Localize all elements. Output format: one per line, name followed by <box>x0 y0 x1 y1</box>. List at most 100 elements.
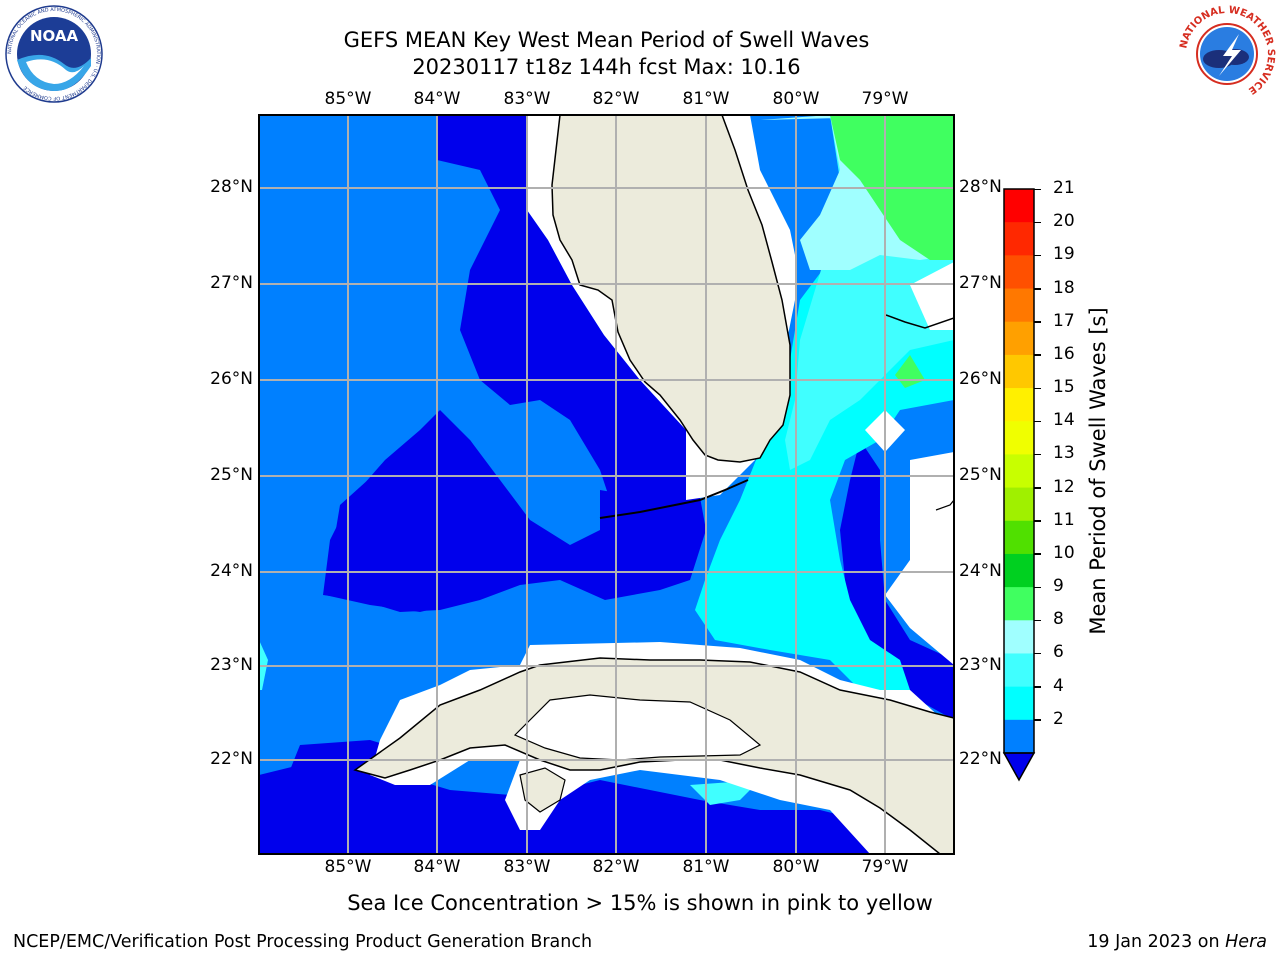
land-andros <box>935 499 954 511</box>
chart-title-line1: GEFS MEAN Key West Mean Period of Swell … <box>343 28 870 52</box>
colorbar-tick-mark <box>1034 387 1041 390</box>
lon-label-bottom: 82°W <box>592 857 640 877</box>
colorbar-band <box>1004 686 1034 721</box>
lat-label-left: 24°N <box>210 561 253 581</box>
lon-label-top: 81°W <box>682 89 730 109</box>
colorbar-tick-label: 17 <box>1053 310 1075 331</box>
lat-label-right: 24°N <box>959 561 1002 581</box>
map-gridlines <box>259 115 954 854</box>
land-keys <box>599 479 749 519</box>
colorbar <box>1002 188 1036 782</box>
colorbar-tick-label: 8 <box>1053 609 1064 630</box>
colorbar-tick-label: 20 <box>1053 211 1075 232</box>
lat-label-left: 27°N <box>210 273 253 293</box>
colorbar-band <box>1004 189 1034 223</box>
colorbar-tick-mark <box>1034 520 1041 522</box>
colorbar-tick-label: 6 <box>1053 642 1064 663</box>
lon-label-bottom: 80°W <box>772 857 820 877</box>
lon-label-bottom: 85°W <box>324 857 372 877</box>
nodata-bahamas-grand <box>910 262 954 330</box>
colorbar-tick-label: 18 <box>1053 277 1075 298</box>
lon-label-top: 79°W <box>861 89 909 109</box>
colorbar-band <box>1004 719 1034 754</box>
land-isla-juventud <box>519 767 566 813</box>
colorbar-tick-mark <box>1034 619 1041 622</box>
colorbar-tick-label: 15 <box>1053 377 1075 398</box>
lat-label-right: 26°N <box>959 369 1002 389</box>
colorbar-tick-mark <box>1034 221 1041 224</box>
colorbar-band <box>1004 653 1034 688</box>
land-cuba-interior <box>513 694 762 761</box>
colorbar-tick-mark <box>1034 586 1041 589</box>
chart-title-line2: 20230117 t18z 144h fcst Max: 10.16 <box>412 55 801 79</box>
colorbar-tick-mark <box>1034 354 1041 356</box>
colorbar-band <box>1004 587 1034 621</box>
colorbar-tick-mark <box>1034 321 1041 323</box>
lon-label-top: 84°W <box>413 89 461 109</box>
colorbar-band <box>1004 388 1034 422</box>
colorbar-tick-label: 12 <box>1053 476 1075 497</box>
colorbar-tick-label: 4 <box>1053 675 1064 696</box>
lon-label-top: 82°W <box>592 89 640 109</box>
colorbar-tick-label: 16 <box>1053 343 1075 364</box>
colorbar-tick-mark <box>1034 453 1041 456</box>
colorbar-tick-mark <box>1034 686 1041 688</box>
colorbar-tick-mark <box>1034 188 1041 190</box>
colorbar-band <box>1004 454 1034 489</box>
colorbar-tick-label: 13 <box>1053 443 1075 464</box>
map-frame <box>258 114 955 855</box>
colorbar-tick-mark <box>1034 288 1041 290</box>
colorbar-band <box>1004 421 1034 455</box>
colorbar-tick-mark <box>1034 420 1041 423</box>
sea-ice-note: Sea Ice Concentration > 15% is shown in … <box>347 891 933 915</box>
swell-under2-gulf-patch <box>325 425 540 612</box>
noaa-logo: NOAA NATIONAL OCEANIC AND ATMOSPHERIC AD… <box>5 5 103 103</box>
colorbar-tick-mark <box>1034 254 1041 257</box>
lat-label-left: 25°N <box>210 465 253 485</box>
lat-label-left: 23°N <box>210 655 253 675</box>
lat-label-left: 22°N <box>210 749 253 769</box>
colorbar-tick-label: 10 <box>1053 542 1075 563</box>
lon-label-top: 83°W <box>503 89 551 109</box>
colorbar-band <box>1004 288 1034 323</box>
colorbar-tick-mark <box>1034 553 1041 555</box>
noaa-logo-text: NOAA <box>30 27 79 45</box>
colorbar-under-arrow <box>1002 752 1036 782</box>
colorbar-tick-mark <box>1034 652 1041 655</box>
nws-logo: NATIONAL WEATHER SERVICE <box>1178 5 1276 102</box>
colorbar-band <box>1004 255 1034 290</box>
lon-label-bottom: 81°W <box>682 857 730 877</box>
lon-label-bottom: 83°W <box>503 857 551 877</box>
land-grand-bahama <box>885 314 954 329</box>
colorbar-band <box>1004 354 1034 389</box>
lat-label-right: 28°N <box>959 177 1002 197</box>
colorbar-tick-label: 2 <box>1053 708 1064 729</box>
footer-date: 19 Jan 2023 on Hera <box>1087 932 1267 952</box>
lat-label-right: 25°N <box>959 465 1002 485</box>
lon-label-top: 85°W <box>324 89 372 109</box>
colorbar-band <box>1004 487 1034 522</box>
colorbar-tick-mark <box>1034 719 1041 721</box>
lat-label-right: 22°N <box>959 749 1002 769</box>
colorbar-band <box>1004 321 1034 356</box>
colorbar-tick-label: 9 <box>1053 576 1064 597</box>
colorbar-tick-label: 21 <box>1053 178 1075 198</box>
nodata-bahamas-east <box>885 452 954 665</box>
footer-machine: Hera <box>1225 932 1267 952</box>
lat-label-right: 23°N <box>959 655 1002 675</box>
footer-branch: NCEP/EMC/Verification Post Processing Pr… <box>13 932 593 952</box>
lat-label-left: 28°N <box>210 177 253 197</box>
lon-label-bottom: 84°W <box>413 857 461 877</box>
colorbar-frame <box>1003 188 1035 754</box>
colorbar-band <box>1004 553 1034 588</box>
colorbar-band <box>1004 520 1034 555</box>
lat-label-left: 26°N <box>210 369 253 389</box>
colorbar-tick-mark <box>1034 487 1041 489</box>
land-florida <box>551 115 791 463</box>
colorbar-band <box>1004 222 1034 256</box>
lon-label-bottom: 79°W <box>861 857 909 877</box>
footer-date-text: 19 Jan 2023 on <box>1087 932 1226 952</box>
lon-label-top: 80°W <box>772 89 820 109</box>
colorbar-tick-label: 14 <box>1053 410 1075 431</box>
